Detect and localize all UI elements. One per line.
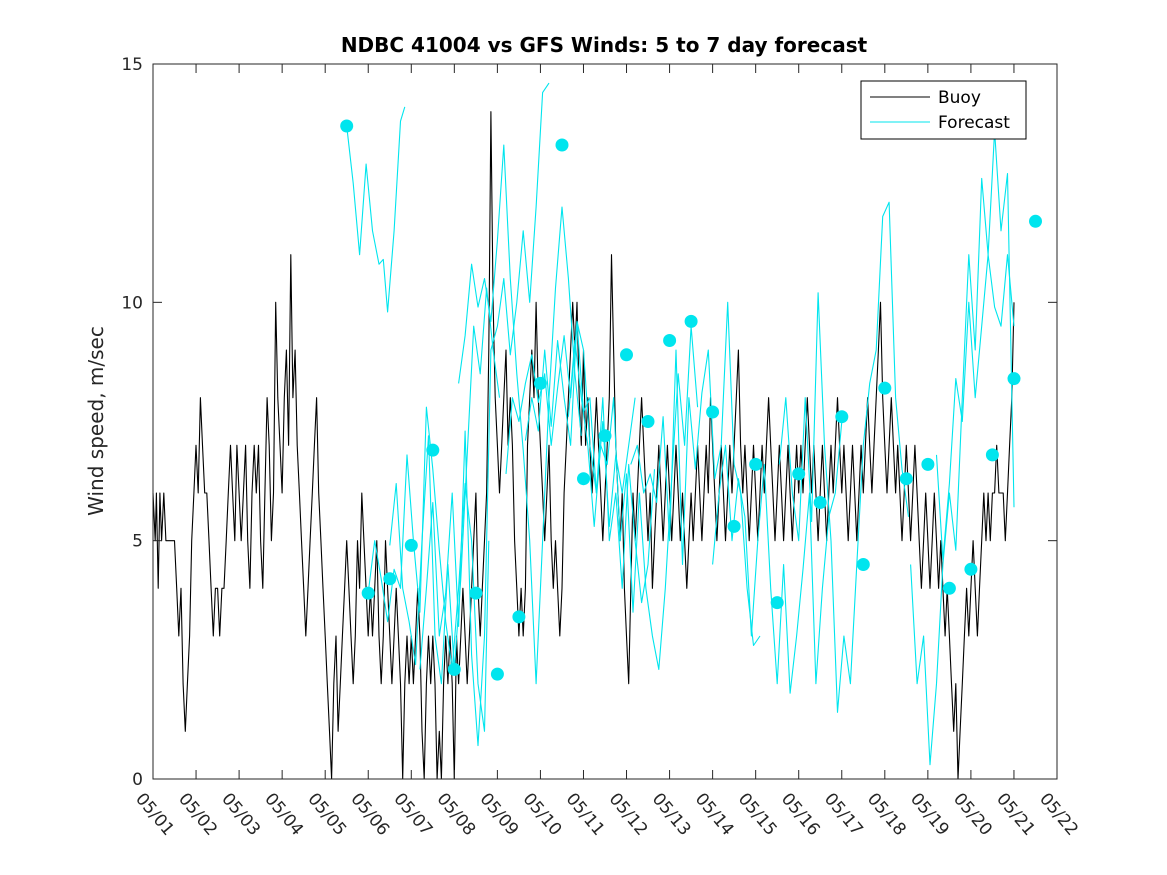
legend-box <box>860 80 1027 140</box>
forecast-marker-10 <box>555 138 569 152</box>
forecast-line-1 <box>367 406 490 732</box>
forecast-line-6 <box>524 320 656 604</box>
forecast-marker-25 <box>878 381 892 395</box>
forecast-line-3 <box>419 82 550 747</box>
forecast-marker-14 <box>641 415 655 428</box>
forecast-marker-11 <box>577 472 590 486</box>
legend-label-forecast: Forecast <box>938 113 1010 133</box>
forecast-marker-6 <box>469 586 483 600</box>
axes-box <box>152 63 1058 780</box>
forecast-marker-1 <box>361 586 375 600</box>
forecast-marker-2 <box>383 572 397 586</box>
forecast-marker-16 <box>684 314 698 328</box>
forecast-marker-0 <box>340 119 354 133</box>
forecast-line-11 <box>910 130 1015 766</box>
forecast-marker-8 <box>512 610 526 624</box>
forecast-marker-26 <box>899 472 913 486</box>
forecast-marker-13 <box>620 348 633 362</box>
forecast-line-2 <box>389 287 501 685</box>
forecast-marker-32 <box>1029 214 1042 228</box>
series-line-buoy <box>152 111 1015 780</box>
forecast-marker-23 <box>835 410 849 424</box>
forecast-marker-28 <box>942 581 956 595</box>
forecast-marker-30 <box>985 448 999 462</box>
y-tick-label-15: 15 <box>121 55 143 75</box>
forecast-marker-12 <box>598 429 612 443</box>
forecast-marker-18 <box>727 519 741 533</box>
forecast-line-10 <box>778 201 910 713</box>
plot-area <box>152 82 1042 780</box>
forecast-marker-27 <box>921 457 935 471</box>
chart-title: NDBC 41004 vs GFS Winds: 5 to 7 day fore… <box>341 33 868 57</box>
forecast-line-5 <box>505 320 636 527</box>
legend-label-buoy: Buoy <box>938 88 981 108</box>
forecast-marker-22 <box>813 496 827 509</box>
forecast-line-12 <box>935 254 1015 561</box>
forecast-marker-29 <box>964 562 978 576</box>
forecast-marker-4 <box>426 443 440 457</box>
y-tick-label-5: 5 <box>132 532 143 552</box>
legend: Buoy Forecast <box>860 80 1027 140</box>
forecast-marker-3 <box>404 538 418 552</box>
y-tick-label-0: 0 <box>132 770 143 790</box>
forecast-marker-9 <box>533 376 547 390</box>
forecast-marker-20 <box>770 596 784 610</box>
y-tick-label-10: 10 <box>121 293 143 313</box>
y-axis-label: Wind speed, m/sec <box>84 326 108 516</box>
forecast-marker-21 <box>792 467 806 481</box>
forecast-marker-24 <box>856 558 870 571</box>
forecast-marker-15 <box>663 334 677 347</box>
forecast-line-0 <box>346 106 406 313</box>
forecast-marker-17 <box>706 405 720 419</box>
forecast-line-7 <box>567 325 699 670</box>
forecast-marker-7 <box>490 667 504 681</box>
forecast-marker-31 <box>1007 372 1021 386</box>
forecast-marker-19 <box>749 457 763 471</box>
forecast-marker-5 <box>447 662 461 676</box>
